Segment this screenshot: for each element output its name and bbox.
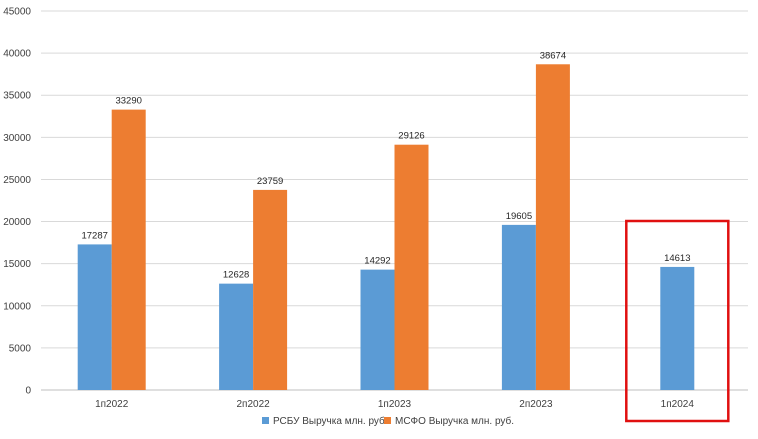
bar-value-label: 12628 xyxy=(223,270,249,281)
bar xyxy=(360,269,395,390)
bar xyxy=(660,266,695,390)
bar-value-label: 23759 xyxy=(257,176,283,187)
bar xyxy=(394,144,429,390)
y-tick-label: 45000 xyxy=(3,7,31,18)
bar xyxy=(501,224,536,390)
data-labels: 17287 33290 12628 23759 14292 29126 19605 38674… xyxy=(81,50,690,280)
x-tick-label: 2п2023 xyxy=(519,399,553,410)
bar-value-label: 33290 xyxy=(115,96,141,107)
bar xyxy=(77,244,112,390)
highlight-box xyxy=(625,219,730,423)
y-tick-label: 15000 xyxy=(3,259,31,270)
bar-value-label: 14613 xyxy=(664,253,690,264)
y-tick-label: 30000 xyxy=(3,133,31,144)
bar-value-label: 38674 xyxy=(540,50,566,61)
x-tick-label: 1п2022 xyxy=(95,399,129,410)
y-tick-label: 25000 xyxy=(3,175,31,186)
x-tick-label: 2п2022 xyxy=(236,399,270,410)
x-tick-label: 1п2023 xyxy=(378,399,412,410)
bar xyxy=(219,283,254,390)
legend-label-rsbu: РСБУ Выручка млн. руб. xyxy=(273,415,388,427)
y-tick-label: 5000 xyxy=(9,343,32,354)
bar xyxy=(253,189,288,390)
legend-swatch-rsbu xyxy=(262,417,269,424)
bar-value-label: 17287 xyxy=(81,230,107,241)
legend: РСБУ Выручка млн. руб. МСФО Выручка млн.… xyxy=(262,415,514,427)
y-tick-label: 20000 xyxy=(3,217,31,228)
bars xyxy=(77,64,695,391)
legend-swatch-msfo xyxy=(384,417,391,424)
y-axis-ticks: 0 5000 10000 15000 20000 25000 30000 35000 40000… xyxy=(3,7,31,397)
legend-label-msfo: МСФО Выручка млн. руб. xyxy=(395,415,514,427)
bar-value-label: 19605 xyxy=(506,211,532,222)
highlight-box-group xyxy=(625,219,730,423)
y-tick-label: 40000 xyxy=(3,49,31,60)
bar-value-label: 29126 xyxy=(398,131,424,142)
y-tick-label: 10000 xyxy=(3,301,31,312)
y-tick-label: 35000 xyxy=(3,91,31,102)
x-axis-ticks: 1п2022 2п2022 1п2023 2п2023 1п2024 xyxy=(95,399,694,410)
x-tick-label: 1п2024 xyxy=(661,399,695,410)
bar-value-label: 14292 xyxy=(364,256,390,267)
y-tick-label: 0 xyxy=(25,386,31,397)
bar xyxy=(535,64,570,390)
bar xyxy=(111,109,146,391)
